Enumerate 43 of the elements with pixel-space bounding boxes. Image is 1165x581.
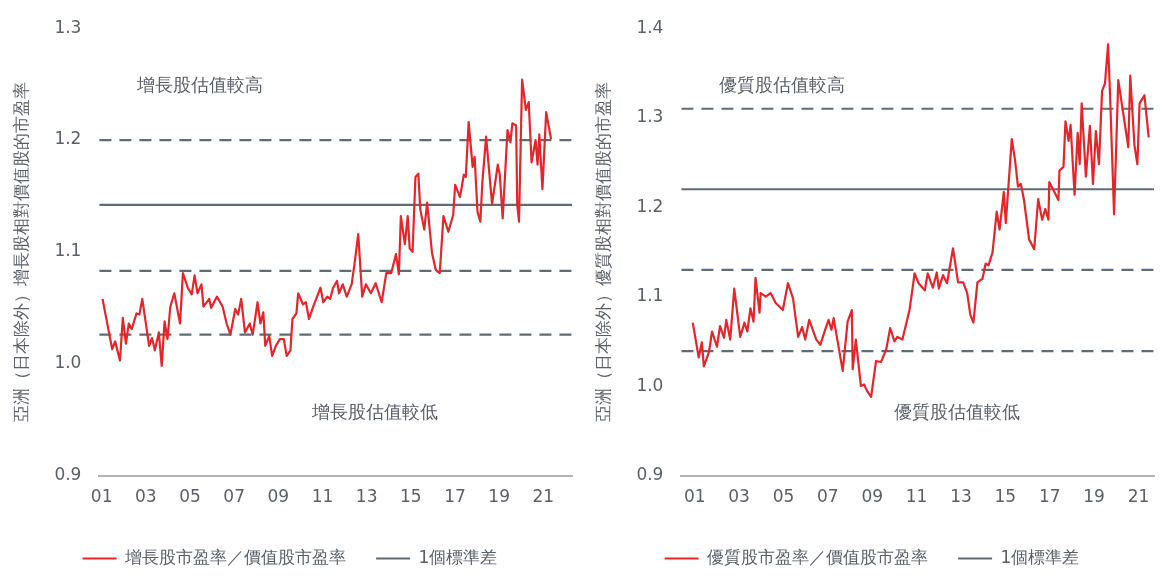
legend-label: 優質股市盈率／價值股市盈率: [707, 546, 929, 567]
x-tick-label: 03: [728, 486, 750, 507]
annotation: 增長股估值較高: [136, 74, 264, 96]
y-tick-label: 1.1: [54, 240, 82, 261]
x-tick-label: 13: [950, 486, 972, 507]
x-tick-label: 09: [267, 486, 290, 507]
y-tick-label: 1.2: [636, 195, 664, 216]
annotation: 優質股估值較低: [894, 400, 1021, 422]
x-tick-label: 13: [355, 486, 378, 507]
legend-label: 1個標準差: [418, 546, 498, 567]
y-tick-label: 1.0: [54, 352, 82, 373]
y-tick-label: 1.2: [54, 128, 82, 149]
x-tick-label: 19: [488, 486, 510, 507]
x-tick-label: 19: [1083, 486, 1105, 507]
x-tick-label: 17: [1038, 486, 1061, 507]
y-axis-title: 亞洲（日本除外）增長股相對價值股的市盈率: [10, 81, 31, 422]
x-tick-label: 21: [1127, 486, 1150, 507]
x-tick-label: 11: [311, 486, 334, 507]
y-axis-title: 亞洲（日本除外）優質股相對價值股的市盈率: [592, 81, 613, 422]
x-tick-label: 21: [532, 486, 555, 507]
x-tick-label: 15: [994, 486, 1017, 507]
x-tick-label: 09: [861, 486, 884, 507]
y-tick-label: 1.1: [636, 285, 664, 306]
y-tick-label: 0.9: [636, 464, 664, 485]
x-tick-label: 01: [683, 486, 706, 507]
x-tick-label: 07: [817, 486, 839, 507]
y-tick-label: 1.3: [54, 16, 82, 37]
y-tick-label: 1.3: [636, 106, 664, 127]
y-tick-label: 1.4: [636, 16, 664, 37]
x-tick-label: 03: [134, 486, 157, 507]
x-tick-label: 05: [772, 486, 795, 507]
x-tick-label: 07: [223, 486, 245, 507]
x-tick-label: 15: [399, 486, 422, 507]
annotation: 優質股估值較高: [719, 74, 846, 96]
legend-label: 增長股市盈率／價值股市盈率: [124, 546, 347, 567]
y-tick-label: 1.0: [636, 374, 664, 395]
x-tick-label: 17: [444, 486, 466, 507]
x-tick-label: 11: [905, 486, 928, 507]
x-tick-label: 05: [179, 486, 201, 507]
legend-label: 1個標準差: [1000, 546, 1080, 567]
x-tick-label: 01: [90, 486, 113, 507]
annotation: 增長股估值較低: [311, 400, 439, 422]
y-tick-label: 0.9: [54, 464, 82, 485]
